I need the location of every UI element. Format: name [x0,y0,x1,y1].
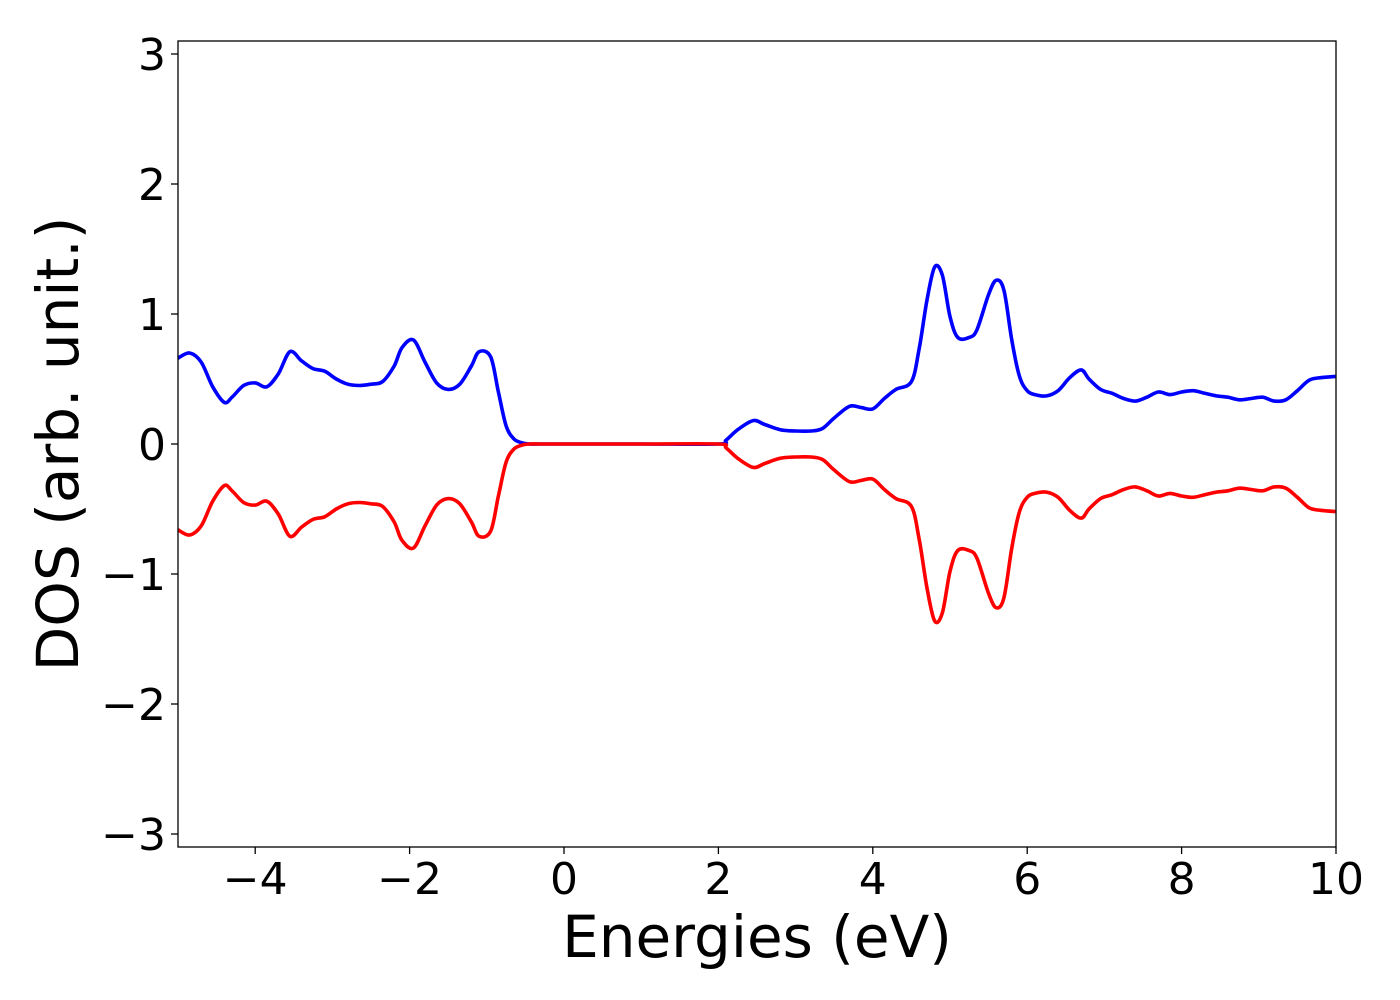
x-tick-label: 10 [1308,854,1364,905]
y-tick-label: −1 [101,550,166,601]
y-tick-label: 3 [138,30,166,81]
y-tick-label: −3 [101,810,166,861]
x-tick-label: 6 [1013,854,1041,905]
x-tick-label: −2 [377,854,442,905]
y-tick-label: 1 [138,290,166,341]
y-axis-ticks: −3 −2 −1 0 1 2 3 [101,30,178,861]
x-tick-label: 2 [704,854,732,905]
x-tick-label: 8 [1168,854,1196,905]
y-tick-label: −2 [101,680,166,731]
dos-series-red-line [177,441,1337,625]
x-axis-label: Energies (eV) [562,903,952,971]
x-tick-label: 0 [550,854,578,905]
series-layer [177,263,1337,625]
y-axis-label: DOS (arb. unit.) [24,217,92,672]
x-tick-label: −4 [223,854,288,905]
y-tick-label: 0 [138,420,166,471]
dos-series-blue-line [177,263,1337,447]
x-axis-ticks: −4 −2 0 2 4 6 8 10 [223,847,1364,905]
x-tick-label: 4 [859,854,887,905]
y-tick-label: 2 [138,160,166,211]
plot-frame [177,40,1337,848]
